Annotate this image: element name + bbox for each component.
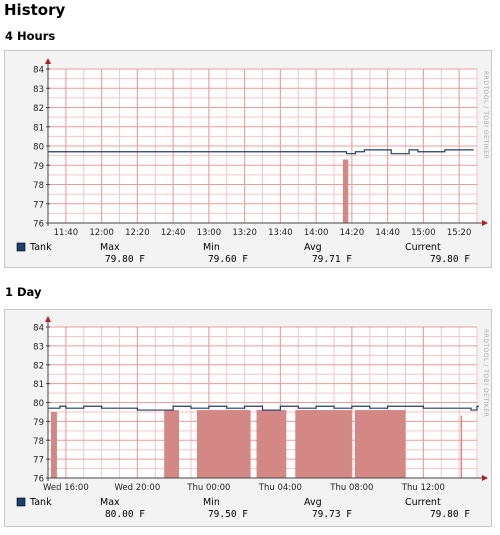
y-tick-label: 84 [33, 66, 44, 76]
x-tick-label: Thu 04:00 [258, 483, 302, 493]
x-tick-label: 11:40 [54, 228, 79, 238]
x-tick-label: 13:40 [268, 228, 293, 238]
chart-1-day: 76 77 78 79 80 81 82 83 84 Wed 16:00 Wed 20:00 Thu … [16, 316, 489, 520]
watermark-text: RRDTOOL / TOBI OETIKER [482, 329, 489, 417]
y-tick-label: 76 [33, 475, 44, 485]
graph-title-4-hours: 4 Hours [5, 29, 56, 43]
shaded-bar [256, 410, 287, 478]
series-line-tank [48, 405, 479, 411]
stat-value-min: 79.60 F [208, 254, 248, 265]
stat-value-max: 80.00 F [105, 509, 145, 520]
shaded-bar [354, 410, 406, 478]
y-tick-label: 77 [33, 200, 44, 210]
series-line-tank [48, 149, 474, 155]
stat-label-max: Max [100, 242, 120, 253]
x-axis-arrow [482, 220, 488, 226]
x-axis-arrow [482, 475, 488, 481]
shaded-bar [196, 410, 251, 478]
x-tick-label: 14:20 [340, 228, 365, 238]
x-tick-label: 12:00 [89, 228, 114, 238]
shaded-bar [460, 415, 463, 478]
x-tick-label: Wed 16:00 [43, 483, 89, 493]
x-tick-label: Thu 00:00 [186, 483, 230, 493]
x-tick-label: 14:00 [304, 228, 329, 238]
shaded-bar [295, 410, 352, 478]
legend-label: Tank [29, 242, 52, 253]
y-tick-label: 81 [33, 123, 44, 133]
y-tick-label: 83 [33, 342, 44, 352]
x-tick-label: Wed 20:00 [115, 483, 161, 493]
y-axis-arrow [45, 58, 51, 64]
y-tick-label: 80 [33, 143, 44, 153]
y-tick-label: 79 [33, 418, 44, 428]
y-tick-label: 78 [33, 437, 44, 447]
graph-panel-1-day: 76 77 78 79 80 81 82 83 84 Wed 16:00 Wed 20:00 Thu … [4, 309, 492, 527]
graph-title-1-day: 1 Day [5, 285, 42, 299]
stat-value-current: 79.80 F [430, 509, 470, 520]
stat-value-max: 79.80 F [105, 254, 145, 265]
legend-swatch [16, 242, 26, 252]
y-tick-label: 83 [33, 85, 44, 95]
x-tick-label: 13:20 [232, 228, 257, 238]
shaded-bar [50, 411, 57, 478]
stat-value-avg: 79.71 F [312, 254, 352, 265]
page-title: History [4, 1, 66, 19]
shaded-bar [164, 410, 180, 478]
shaded-bar [342, 159, 349, 223]
legend-label: Tank [29, 497, 52, 508]
y-axis-arrow [45, 316, 51, 322]
stat-label-min: Min [203, 242, 220, 253]
stat-label-avg: Avg [304, 497, 322, 508]
x-tick-label: Thu 12:00 [401, 483, 445, 493]
x-tick-label: 12:40 [161, 228, 186, 238]
stat-label-max: Max [100, 497, 120, 508]
y-tick-label: 80 [33, 399, 44, 409]
y-tick-label: 78 [33, 181, 44, 191]
y-tick-label: 77 [33, 456, 44, 466]
stat-value-min: 79.50 F [208, 509, 248, 520]
y-tick-label: 79 [33, 162, 44, 172]
y-tick-label: 76 [33, 220, 44, 230]
y-tick-label: 81 [33, 380, 44, 390]
watermark-text: RRDTOOL / TOBI OETIKER [482, 71, 489, 159]
x-tick-label: Thu 08:00 [329, 483, 373, 493]
stat-value-current: 79.80 F [430, 254, 470, 265]
stat-label-min: Min [203, 497, 220, 508]
x-tick-label: 12:20 [125, 228, 150, 238]
graph-panel-4-hours: 76 77 78 79 80 81 82 83 84 11:40 12:00 12:20 12:40 13… [4, 50, 492, 268]
y-tick-label: 82 [33, 104, 44, 114]
stat-label-avg: Avg [304, 242, 322, 253]
stat-value-avg: 79.73 F [312, 509, 352, 520]
x-tick-label: 15:00 [411, 228, 436, 238]
x-tick-label: 15:20 [447, 228, 472, 238]
stat-label-current: Current [405, 242, 441, 253]
x-tick-label: 13:00 [197, 228, 222, 238]
y-tick-label: 84 [33, 324, 44, 334]
legend-swatch [16, 497, 26, 507]
x-tick-label: 14:40 [375, 228, 400, 238]
stat-label-current: Current [405, 497, 441, 508]
chart-4-hours: 76 77 78 79 80 81 82 83 84 11:40 12:00 12:20 12:40 13… [16, 58, 489, 265]
y-tick-label: 82 [33, 361, 44, 371]
